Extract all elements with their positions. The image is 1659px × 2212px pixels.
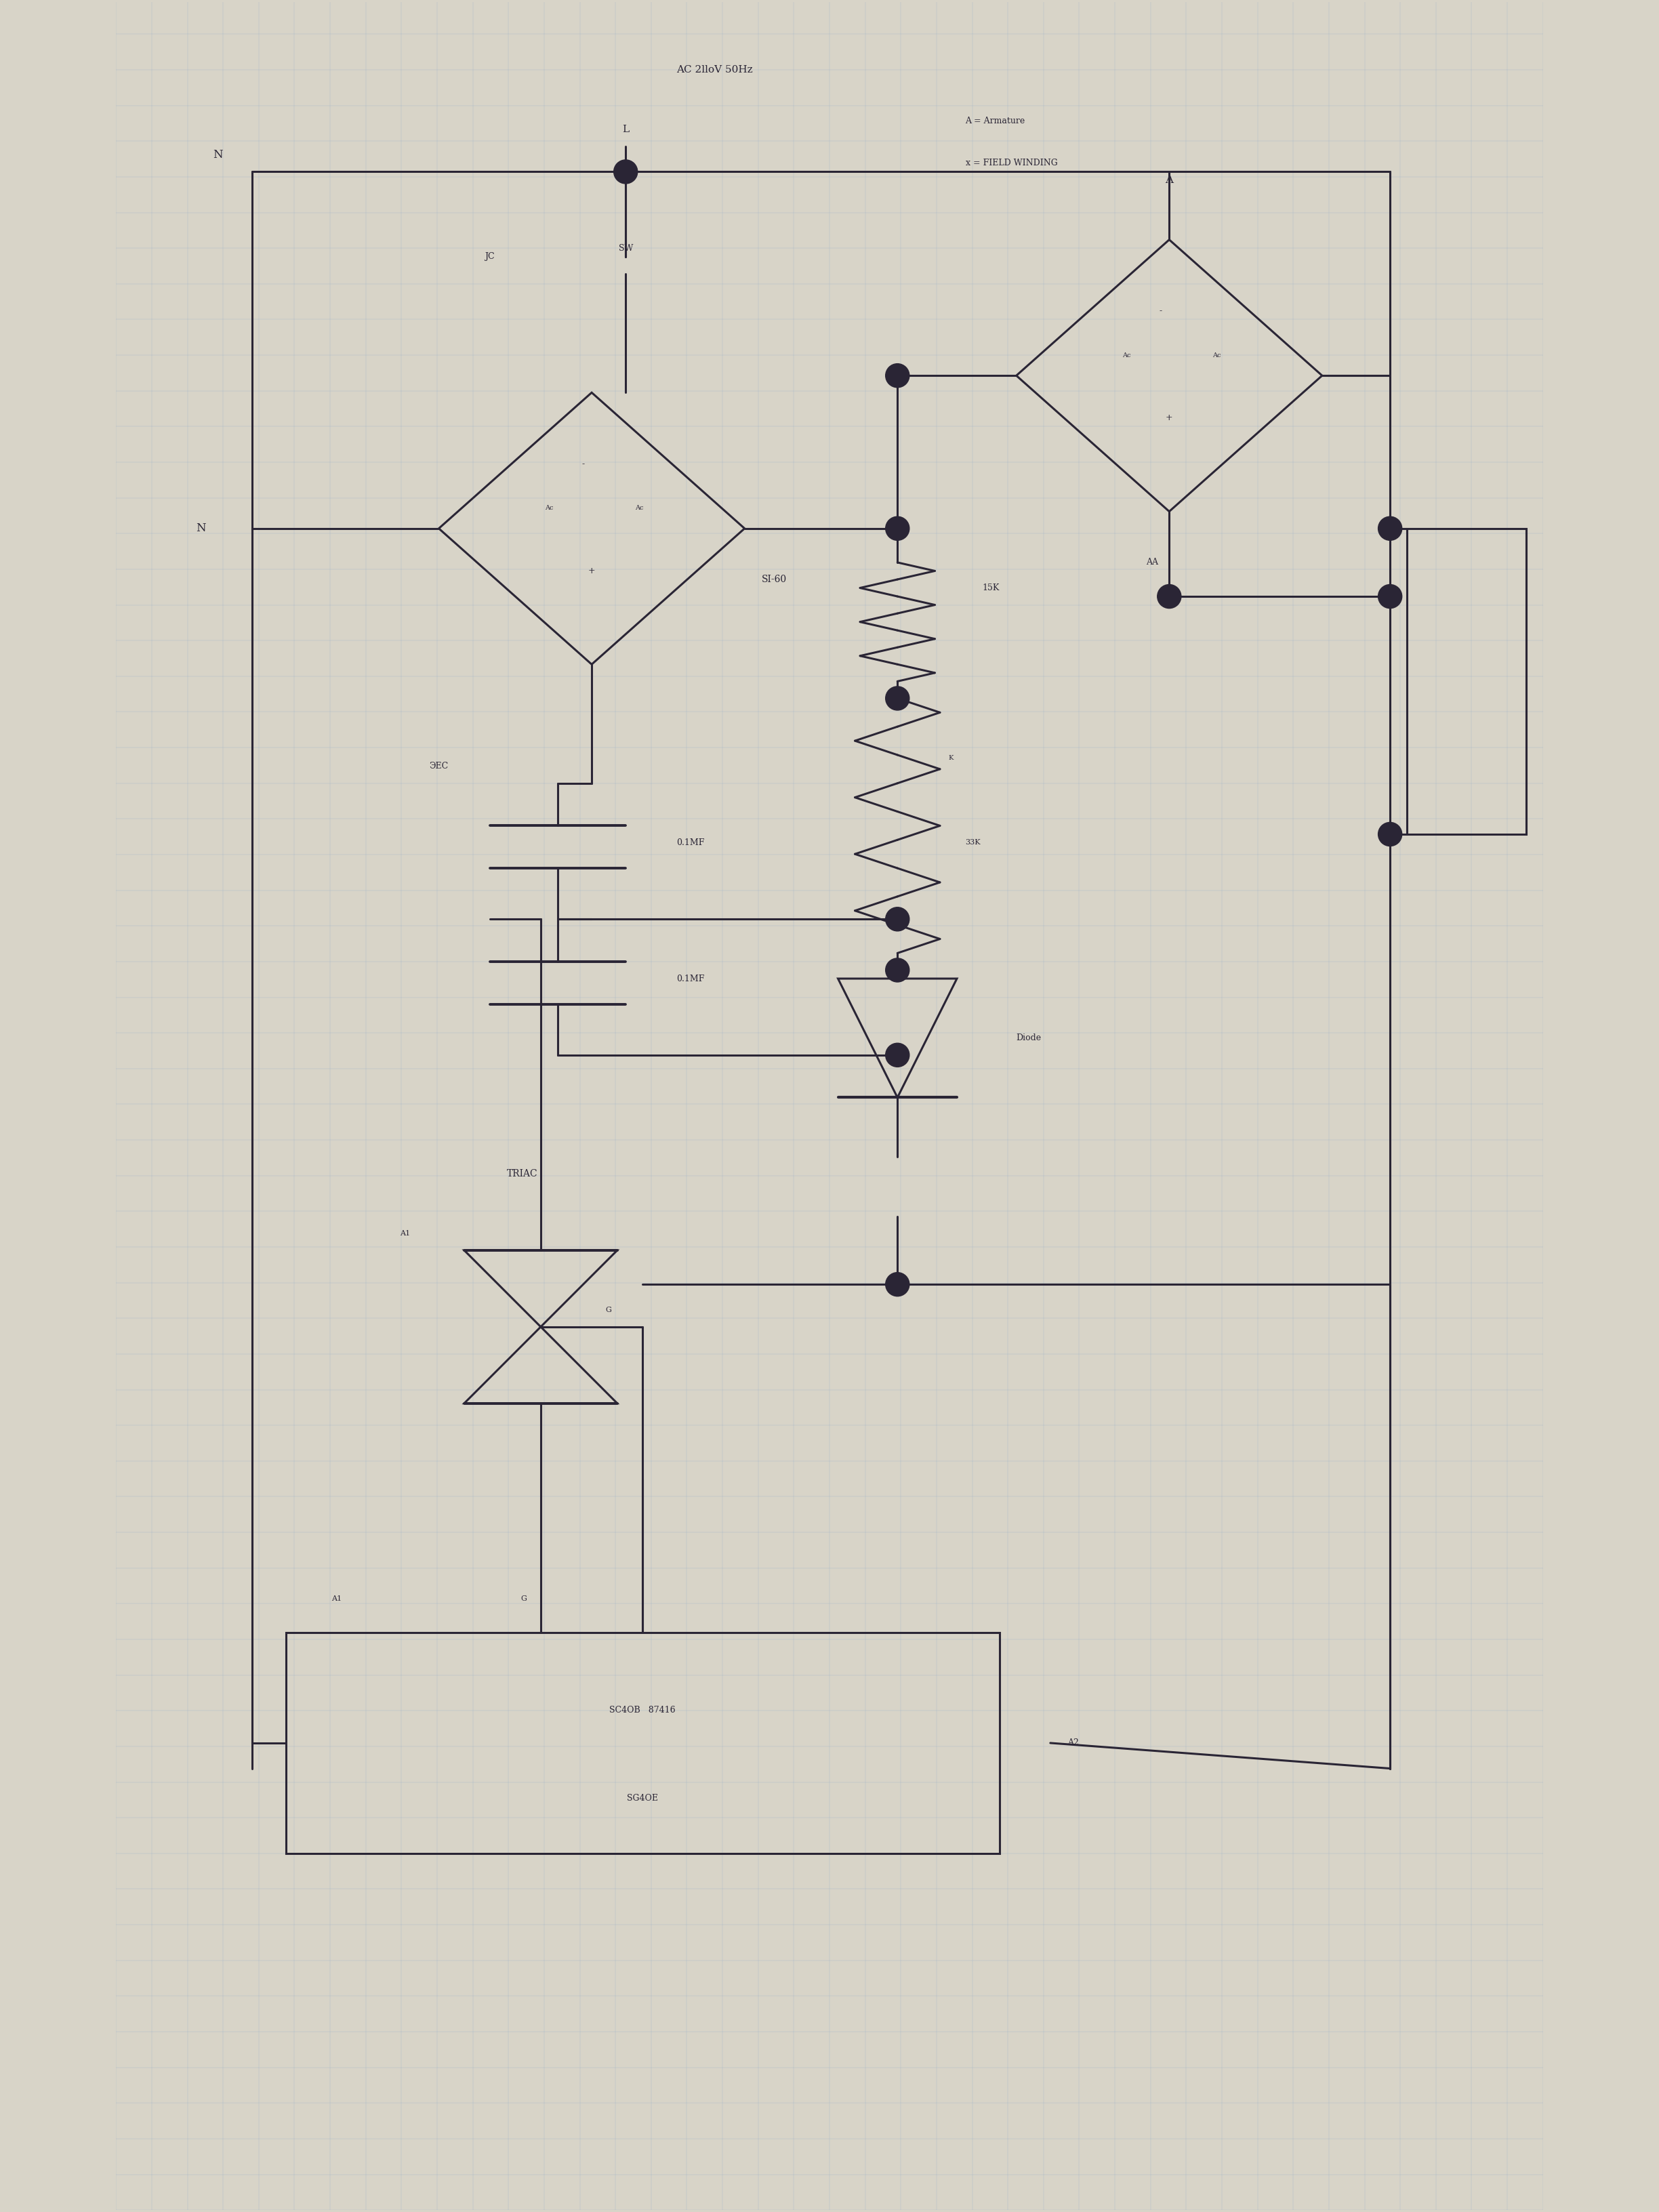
Text: G: G [521, 1595, 528, 1601]
Text: SW: SW [619, 243, 632, 252]
Circle shape [886, 686, 909, 710]
Circle shape [886, 1272, 909, 1296]
Circle shape [886, 1044, 909, 1066]
Text: x = FIELD WINDING: x = FIELD WINDING [966, 159, 1057, 168]
Text: A2: A2 [1067, 1739, 1078, 1747]
Text: SG4OE: SG4OE [627, 1794, 659, 1803]
Text: A1: A1 [332, 1595, 342, 1601]
Bar [285, 1632, 999, 1854]
Circle shape [886, 363, 909, 387]
Circle shape [614, 159, 637, 184]
Text: TRIAC: TRIAC [506, 1170, 538, 1179]
Text: JC: JC [484, 252, 494, 261]
Text: 0.1MF: 0.1MF [677, 973, 705, 982]
Circle shape [1379, 518, 1402, 540]
Text: 15K: 15K [982, 584, 1000, 593]
Text: Ac: Ac [546, 504, 554, 511]
Text: Ac: Ac [635, 504, 644, 511]
Text: +: + [1166, 414, 1173, 422]
Text: ЭЕС: ЭЕС [430, 761, 448, 770]
Text: N: N [212, 148, 222, 161]
Text: -: - [582, 460, 584, 469]
Text: SC4OB   87416: SC4OB 87416 [609, 1705, 675, 1714]
Text: K: K [949, 754, 954, 761]
Circle shape [1158, 584, 1181, 608]
Text: Ac: Ac [1213, 352, 1221, 358]
Text: Diode: Diode [1017, 1033, 1042, 1042]
Circle shape [886, 518, 909, 540]
Text: 33K: 33K [966, 838, 980, 847]
Bar [1407, 529, 1526, 834]
Text: N: N [196, 522, 206, 535]
Text: 0.1MF: 0.1MF [677, 838, 705, 847]
Text: AA: AA [1146, 557, 1158, 566]
Text: A: A [1165, 175, 1173, 186]
Text: SI-60: SI-60 [761, 575, 786, 584]
Text: G: G [606, 1307, 612, 1314]
Text: A1: A1 [400, 1230, 410, 1237]
Text: AC 2lloV 50Hz: AC 2lloV 50Hz [677, 64, 753, 75]
Text: Ac: Ac [1123, 352, 1131, 358]
Text: -: - [1160, 307, 1163, 316]
Text: A = Armature: A = Armature [966, 117, 1025, 126]
Circle shape [886, 907, 909, 931]
Circle shape [1379, 584, 1402, 608]
Text: +: + [587, 566, 596, 575]
Circle shape [886, 958, 909, 982]
Text: L: L [622, 124, 629, 135]
Circle shape [1379, 823, 1402, 847]
